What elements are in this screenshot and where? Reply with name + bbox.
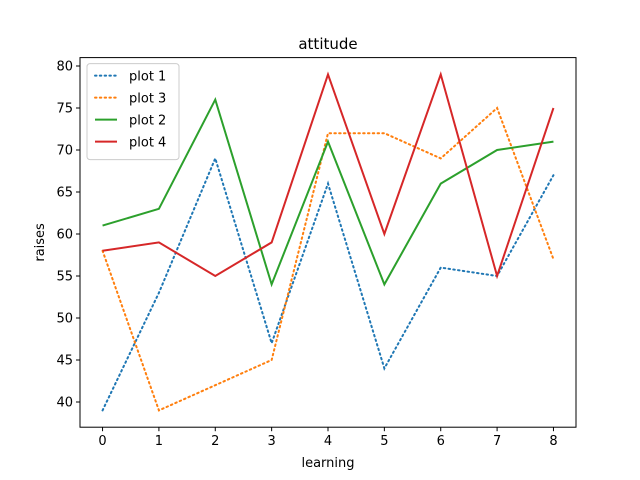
series-line-plot-2 [102,96,554,288]
legend: plot 1 plot 3 plot 2 plot 4 [86,63,180,161]
y-tick-label: 50 [56,312,73,327]
x-tick-label: 7 [493,434,501,449]
series-line-plot-4 [102,71,555,280]
x-tick-label: 3 [267,434,275,449]
x-axis-label: learning [301,456,354,471]
y-tick-label: 80 [56,60,73,75]
y-tick-label: 40 [56,396,73,411]
y-tick-label: 75 [56,102,73,117]
x-tick-label: 2 [211,434,219,449]
x-tick-label: 4 [324,434,332,449]
x-tick-label: 1 [155,434,163,449]
y-tick-label: 65 [56,186,73,201]
x-tick-label: 5 [380,434,388,449]
legend-label: plot 1 [129,70,166,85]
series-layer [101,71,555,412]
legend-box [86,63,180,161]
y-tick-label: 55 [56,270,73,285]
legend-label: plot 2 [129,114,166,129]
y-axis-label: raises [33,223,48,262]
y-tick-label: 70 [56,144,73,159]
series-line-plot-1 [101,155,555,412]
legend-label: plot 3 [129,92,166,107]
chart-title: attitude [298,35,357,53]
x-axis: 0 1 2 3 4 5 6 7 8 [98,427,558,449]
x-tick-label: 0 [98,434,106,449]
legend-label: plot 4 [129,136,166,151]
y-tick-label: 60 [56,228,73,243]
y-axis: 40 45 50 55 60 65 70 75 80 [56,60,80,411]
y-tick-label: 45 [56,354,73,369]
x-tick-label: 6 [437,434,445,449]
x-tick-label: 8 [549,434,557,449]
